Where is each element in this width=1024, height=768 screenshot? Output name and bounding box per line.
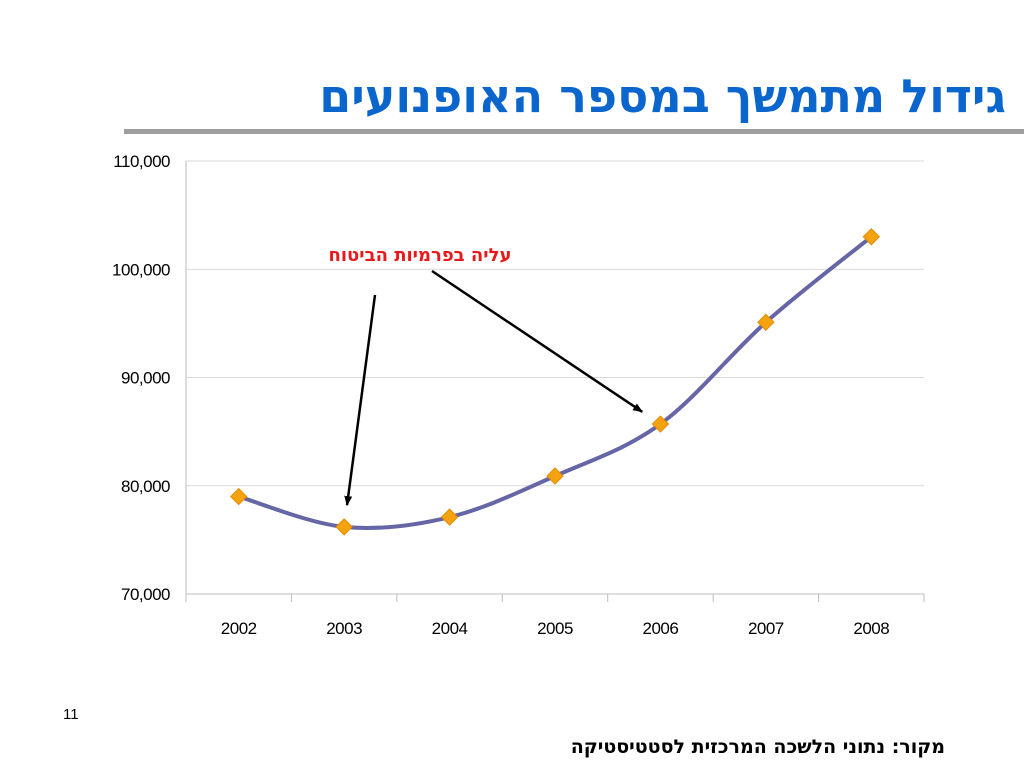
annotation-arrow xyxy=(344,294,377,507)
data-point xyxy=(230,487,248,506)
x-tick-label: 2004 xyxy=(432,619,468,638)
y-tick-label: 100,000 xyxy=(112,260,170,279)
slide-number: 11 xyxy=(63,706,79,723)
y-tick-label: 90,000 xyxy=(121,369,170,388)
y-tick-label: 70,000 xyxy=(121,585,170,604)
x-tick-label: 2002 xyxy=(221,619,257,638)
line-chart: 70,000 80,000 90,000 100,000 110,000 2002 2003… xyxy=(112,152,925,638)
y-tick-label: 80,000 xyxy=(121,477,170,496)
y-tick-label: 110,000 xyxy=(113,152,170,171)
x-tick-label: 2007 xyxy=(748,619,784,638)
annotation-arrow xyxy=(431,269,643,413)
x-tick-label: 2003 xyxy=(326,619,362,638)
data-point xyxy=(546,467,564,485)
title-divider xyxy=(124,129,1024,134)
x-tick-label: 2006 xyxy=(643,619,679,638)
data-point xyxy=(651,415,670,433)
x-tick-label: 2008 xyxy=(853,619,889,638)
data-point xyxy=(862,228,880,246)
data-point xyxy=(335,518,353,536)
source-note: מקור: נתוני הלשכה המרכזית לסטטיסטיקה xyxy=(570,736,945,758)
data-point xyxy=(757,313,775,331)
annotation-label: עליה בפרמיות הביטוח xyxy=(329,245,512,266)
slide-title: גידול מתמשך במספר האופנועים xyxy=(319,69,1006,123)
data-point xyxy=(440,508,459,526)
x-tick-label: 2005 xyxy=(537,619,573,638)
